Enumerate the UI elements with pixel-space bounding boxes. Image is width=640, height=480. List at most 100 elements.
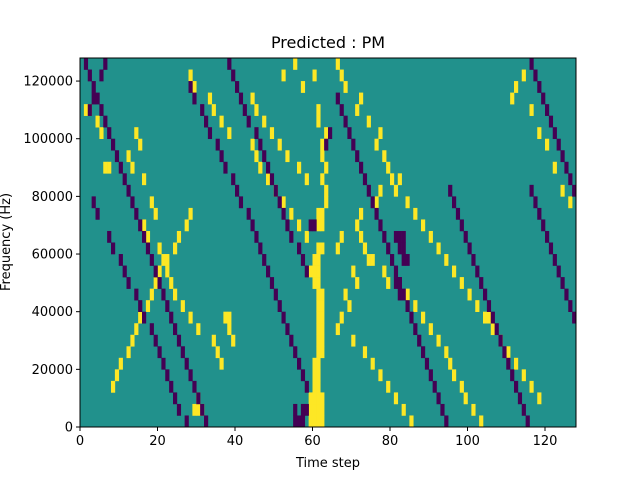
heatmap-cell-low: [297, 357, 302, 370]
heatmap-cell-high: [359, 207, 364, 220]
heatmap-cell-high: [312, 415, 317, 428]
heatmap-cell-high: [316, 392, 321, 405]
heatmap-cell-low: [200, 403, 205, 416]
heatmap-cell-high: [401, 403, 406, 416]
heatmap-cell-high: [483, 311, 488, 324]
heatmap-cell-high: [192, 81, 197, 93]
heatmap-cell-low: [300, 254, 306, 266]
heatmap-cell-low: [281, 311, 286, 324]
heatmap-cell-low: [262, 150, 267, 163]
y-tick-label: 60000: [32, 248, 73, 263]
heatmap-cell-high: [320, 334, 325, 347]
heatmap-cell-high: [324, 127, 329, 140]
heatmap-cell-low: [490, 311, 495, 324]
heatmap-cell-low: [560, 150, 565, 163]
heatmap-cell-high: [393, 184, 399, 197]
heatmap-cell-low: [83, 58, 89, 70]
y-tick-label: 100000: [23, 132, 73, 147]
heatmap-cell-high: [227, 323, 232, 336]
heatmap-cell-high: [324, 196, 329, 209]
heatmap-cell-high: [351, 265, 356, 278]
heatmap-cell-low: [196, 392, 201, 405]
heatmap-cell-low: [91, 92, 96, 105]
heatmap-cell-high: [83, 104, 89, 116]
heatmap-cell-low: [572, 184, 577, 197]
heatmap-cell-high: [479, 415, 484, 428]
heatmap-cell-high: [355, 277, 360, 289]
heatmap-cell-low: [537, 81, 542, 93]
heatmap-cell-high: [370, 357, 375, 370]
heatmap-cell-low: [556, 265, 561, 278]
heatmap-cell-high: [153, 277, 158, 289]
heatmap-cell-low: [467, 242, 472, 255]
heatmap-cell-low: [401, 230, 406, 243]
heatmap-cell-high: [471, 403, 476, 416]
heatmap-cell-high: [339, 311, 344, 324]
heatmap-cell-low: [173, 323, 178, 336]
heatmap-cell-low: [289, 334, 294, 347]
heatmap-cell-low: [405, 254, 410, 266]
x-tick-label: 60: [304, 434, 321, 449]
heatmap-cell-high: [320, 300, 325, 312]
heatmap-cell-high: [312, 265, 317, 278]
heatmap-cell-low: [541, 219, 546, 232]
heatmap-cells: [83, 58, 577, 428]
heatmap-cell-low: [436, 392, 441, 405]
heatmap-cell-high: [219, 357, 224, 370]
heatmap-cell-high: [463, 392, 468, 405]
heatmap-cell-low: [161, 288, 166, 301]
heatmap-cell-high: [165, 254, 170, 266]
heatmap-cell-high: [188, 311, 193, 324]
heatmap-cell-low: [149, 323, 154, 336]
heatmap-cell-low: [277, 196, 282, 209]
heatmap-cell-high: [545, 138, 550, 151]
heatmap-cell-low: [111, 138, 116, 151]
heatmap-cell-high: [452, 265, 457, 278]
heatmap-cell-high: [316, 254, 321, 266]
heatmap-cell-high: [308, 392, 313, 405]
heatmap-cell-low: [568, 300, 573, 312]
heatmap-cell-high: [320, 173, 325, 186]
heatmap-cell-low: [231, 69, 236, 82]
heatmap-cell-high: [157, 265, 162, 278]
heatmap-cell-high: [173, 242, 178, 255]
heatmap-cell-low: [459, 219, 464, 232]
heatmap-cell-high: [316, 300, 321, 312]
heatmap-cell-high: [514, 81, 519, 93]
heatmap-cell-high: [145, 300, 151, 312]
heatmap-cell-low: [173, 392, 178, 405]
heatmap-cell-low: [142, 311, 147, 324]
heatmap-cell-high: [390, 173, 395, 186]
heatmap-cell-low: [157, 277, 162, 289]
heatmap-cell-high: [304, 173, 309, 186]
heatmap-cell-high: [126, 346, 131, 359]
y-tick-label: 0: [65, 421, 73, 436]
heatmap-cell-high: [316, 334, 321, 347]
heatmap-cell-high: [366, 254, 371, 266]
heatmap-cell-high: [111, 380, 116, 393]
heatmap-cell-high: [370, 254, 375, 266]
heatmap-cell-high: [134, 323, 139, 336]
heatmap-cell-high: [409, 415, 414, 428]
heatmap-cell-high: [138, 138, 143, 151]
heatmap-cell-low: [401, 254, 406, 266]
heatmap-cell-low: [169, 311, 174, 324]
heatmap-cell-low: [355, 150, 360, 163]
heatmap-cell-high: [459, 277, 464, 289]
heatmap-cell-low: [293, 346, 298, 359]
heatmap-cell-low: [452, 196, 457, 209]
heatmap-cell-low: [393, 277, 399, 289]
x-tick-label: 120: [533, 434, 558, 449]
heatmap-cell-low: [281, 207, 286, 220]
heatmap-cell-high: [173, 288, 178, 301]
heatmap-cell-low: [95, 207, 100, 220]
heatmap-cell-low: [529, 184, 534, 197]
heatmap-cell-low: [300, 403, 306, 416]
heatmap-cell-low: [153, 334, 158, 347]
heatmap-cell-low: [266, 265, 271, 278]
heatmap-cell-high: [107, 161, 112, 174]
heatmap-cell-low: [533, 69, 538, 82]
heatmap-cell-high: [320, 138, 325, 151]
heatmap-cell-high: [211, 104, 216, 116]
heatmap-cell-low: [397, 288, 402, 301]
